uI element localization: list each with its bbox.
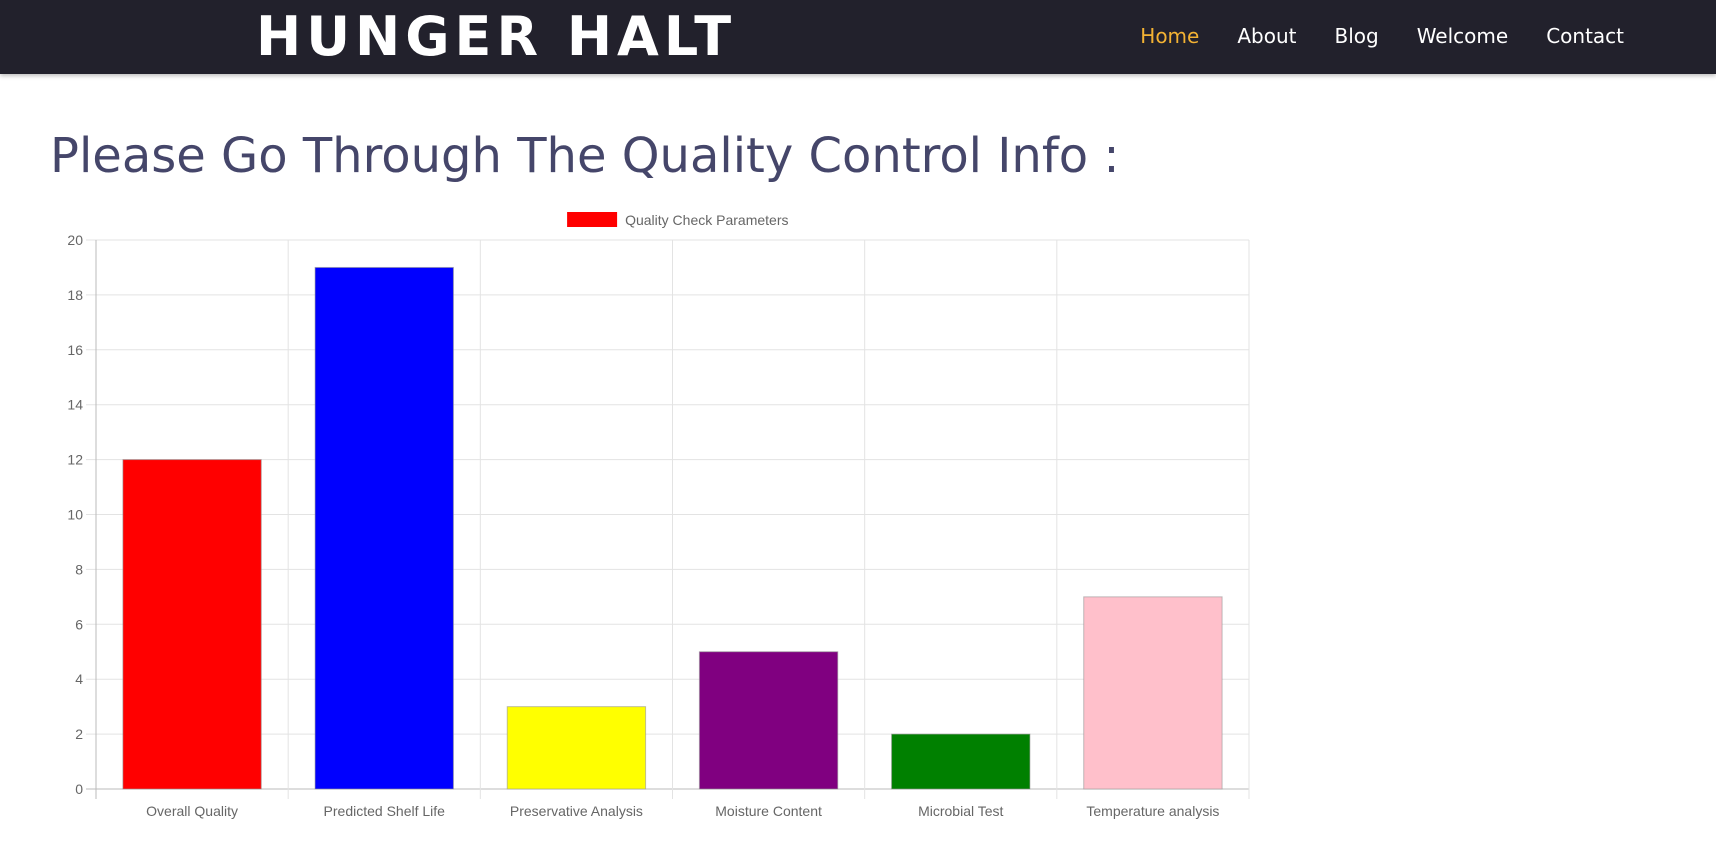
legend-swatch — [567, 212, 618, 227]
y-tick-label: 16 — [67, 342, 83, 358]
bar-2 — [314, 266, 454, 790]
y-tick-label: 20 — [67, 232, 83, 248]
page-title: Please Go Through The Quality Control In… — [50, 128, 1120, 184]
brand-logo[interactable]: HUNGER HALT — [256, 5, 737, 68]
bar-4 — [698, 651, 839, 790]
y-tick-label: 14 — [67, 397, 83, 413]
x-category-label: Microbial Test — [918, 803, 1003, 819]
top-navbar: HUNGER HALT Home About Blog Welcome Cont… — [0, 0, 1716, 74]
bar-3 — [506, 706, 647, 790]
nav-home-link[interactable]: Home — [1140, 24, 1200, 48]
nav-about-link[interactable]: About — [1237, 24, 1297, 48]
y-tick-label: 18 — [67, 287, 83, 303]
main-nav: Home About Blog Welcome Contact — [1140, 0, 1624, 72]
bar-1 — [122, 459, 262, 790]
x-category-label: Preservative Analysis — [510, 803, 643, 819]
bar-6 — [1083, 596, 1223, 790]
x-category-label: Moisture Content — [715, 803, 822, 819]
nav-contact-link[interactable]: Contact — [1546, 24, 1624, 48]
y-tick-label: 4 — [75, 671, 83, 687]
legend-label: Quality Check Parameters — [625, 212, 788, 228]
x-category-label: Predicted Shelf Life — [324, 803, 446, 819]
y-tick-label: 0 — [75, 781, 83, 797]
nav-welcome-link[interactable]: Welcome — [1416, 24, 1509, 48]
y-tick-label: 2 — [75, 726, 83, 742]
nav-blog-link[interactable]: Blog — [1334, 24, 1379, 48]
y-tick-label: 10 — [67, 507, 83, 523]
y-tick-label: 6 — [75, 616, 83, 632]
y-tick-label: 12 — [67, 452, 83, 468]
quality-bar-chart: 0 2 4 6 8 10 12 14 16 18 20 Overall Quality Predicte… — [0, 200, 1260, 836]
chart-svg: 0 2 4 6 8 10 12 14 16 18 20 Overall Quality Predicte… — [67, 212, 1250, 819]
bar-5 — [891, 733, 1031, 790]
y-tick-label: 8 — [75, 561, 83, 577]
x-category-label: Temperature analysis — [1086, 803, 1219, 819]
x-category-label: Overall Quality — [146, 803, 238, 819]
